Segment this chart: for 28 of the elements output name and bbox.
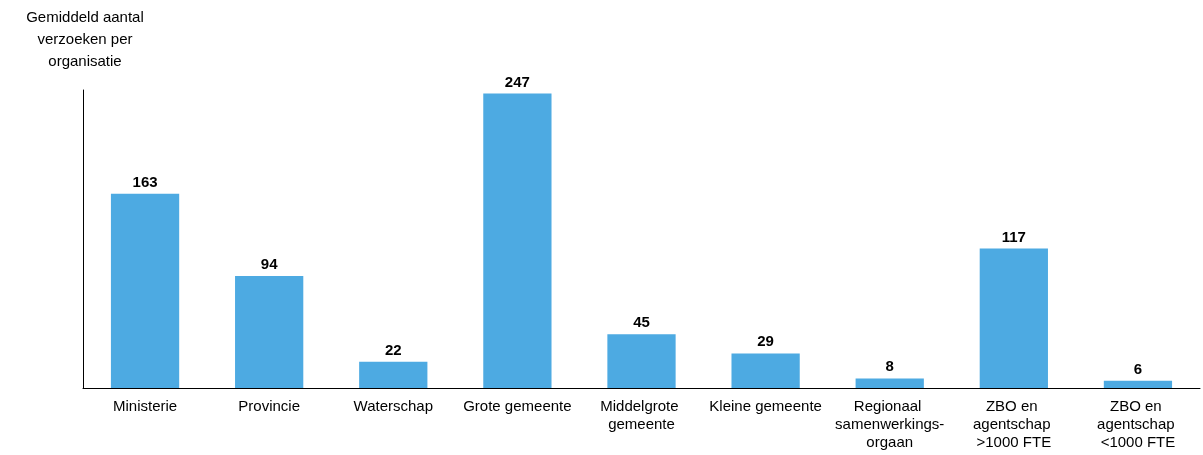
x-tick-label: Middelgrote gemeente — [600, 396, 683, 432]
x-tick-label: Grote gemeente — [463, 396, 572, 414]
bar — [110, 193, 180, 388]
bar — [855, 378, 924, 388]
bar — [607, 334, 676, 388]
data-label: 8 — [885, 357, 894, 375]
y-axis-title: Gemiddeld aantal verzoeken per organisatie — [25, 7, 145, 71]
data-label: 22 — [384, 340, 402, 358]
data-label: 29 — [757, 332, 774, 350]
x-tick-label: ZBO en agentschap <1000 FTE — [1097, 396, 1179, 450]
data-label: 45 — [633, 313, 650, 331]
data-label: 163 — [132, 172, 158, 190]
x-tick-label: ZBO en agentschap >1000 FTE — [972, 396, 1055, 450]
data-label: 94 — [260, 254, 279, 272]
bar — [359, 361, 428, 388]
x-tick-label: Ministerie — [112, 396, 178, 414]
x-tick-label: Kleine gemeente — [709, 396, 822, 414]
x-tick-label: Provincie — [238, 396, 301, 414]
data-label: 6 — [1133, 359, 1143, 377]
bar — [731, 353, 800, 388]
bar — [1103, 380, 1173, 388]
bar — [979, 248, 1048, 388]
x-tick-label: Regionaal samenwerkings-orgaan — [835, 396, 945, 450]
data-label: 247 — [504, 72, 530, 90]
data-label: 117 — [1001, 227, 1026, 245]
bar — [483, 93, 552, 388]
bar — [235, 275, 304, 388]
x-tick-label: Waterschap — [353, 396, 434, 414]
